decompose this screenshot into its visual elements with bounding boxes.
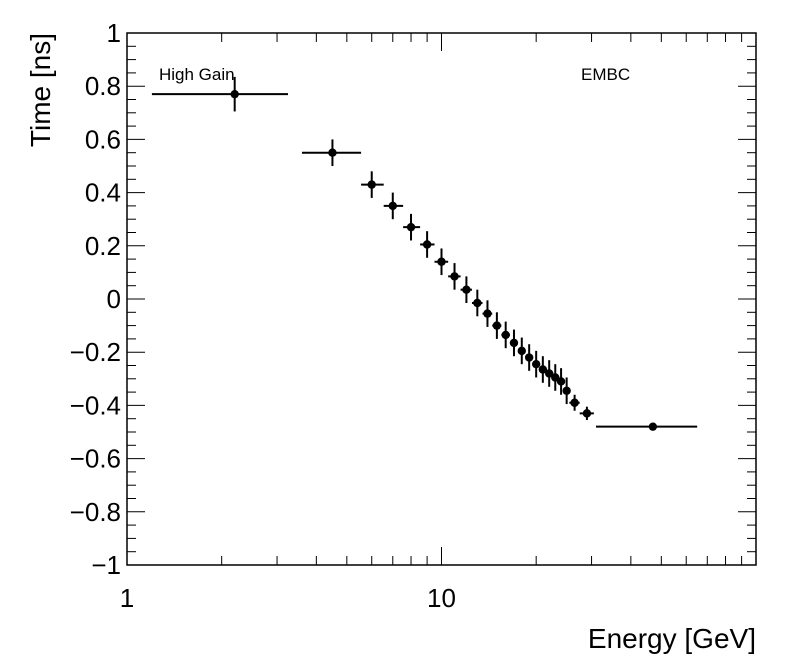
marker (492, 321, 502, 330)
y-tick-label: −0.2 (70, 337, 121, 367)
y-tick-label: 0.2 (85, 231, 121, 261)
marker (422, 240, 432, 249)
data-point (544, 360, 554, 387)
marker (450, 272, 459, 281)
y-tick-label: −0.4 (70, 390, 121, 420)
data-point (448, 263, 461, 290)
marker (517, 346, 526, 356)
x-axis-title: Energy [GeV] (588, 623, 756, 654)
marker (524, 353, 534, 362)
y-axis-title: Time [ns] (25, 33, 56, 147)
data-point (482, 300, 493, 327)
marker (582, 409, 592, 418)
marker (328, 148, 337, 157)
data-point (151, 76, 288, 112)
y-tick-label: 0.6 (85, 124, 121, 154)
y-tick-label: −1 (91, 550, 121, 580)
marker (483, 309, 492, 318)
y-tick-label: −0.8 (70, 497, 121, 527)
data-point (556, 368, 566, 395)
x-tick-label: 10 (427, 583, 456, 613)
marker (437, 257, 446, 266)
axis-ticks (126, 32, 756, 566)
annotation-embc: EMBC (581, 65, 630, 84)
data-point (579, 406, 594, 421)
marker (406, 222, 416, 232)
x-tick-label: 1 (120, 583, 134, 613)
marker (531, 359, 541, 369)
data-point (420, 231, 435, 258)
data-point (460, 276, 472, 303)
marker (230, 89, 239, 99)
marker (648, 422, 658, 431)
data-point (509, 329, 519, 357)
marker (509, 338, 519, 348)
marker (473, 298, 482, 308)
marker (570, 398, 579, 407)
marker (562, 386, 571, 395)
annotation-high-gain: High Gain (159, 65, 235, 84)
marker (462, 285, 471, 294)
data-point (383, 192, 404, 220)
data-point (596, 422, 698, 431)
data-point (434, 248, 449, 276)
data-point (403, 213, 421, 241)
marker (501, 330, 510, 340)
data-point (569, 394, 580, 411)
marker (367, 180, 376, 189)
y-tick-label: 0.4 (85, 178, 121, 208)
data-series (151, 76, 698, 431)
tick-labels: 10.80.60.40.20−0.2−0.4−0.6−0.8−11 10 (70, 18, 456, 613)
data-point (517, 337, 526, 365)
data-point (501, 321, 510, 349)
marker (544, 369, 554, 378)
data-point (538, 356, 548, 383)
marker (538, 365, 548, 374)
data-point (492, 312, 502, 339)
y-tick-label: 1 (107, 18, 121, 48)
data-point (531, 350, 541, 378)
data-point (562, 377, 571, 405)
data-point (361, 171, 384, 198)
y-tick-label: −0.6 (70, 444, 121, 474)
marker (556, 377, 566, 386)
data-point (301, 139, 362, 166)
y-tick-label: 0.8 (85, 71, 121, 101)
y-tick-label: 0 (107, 284, 121, 314)
data-point (524, 344, 534, 371)
marker (388, 201, 397, 211)
data-point (471, 289, 483, 317)
